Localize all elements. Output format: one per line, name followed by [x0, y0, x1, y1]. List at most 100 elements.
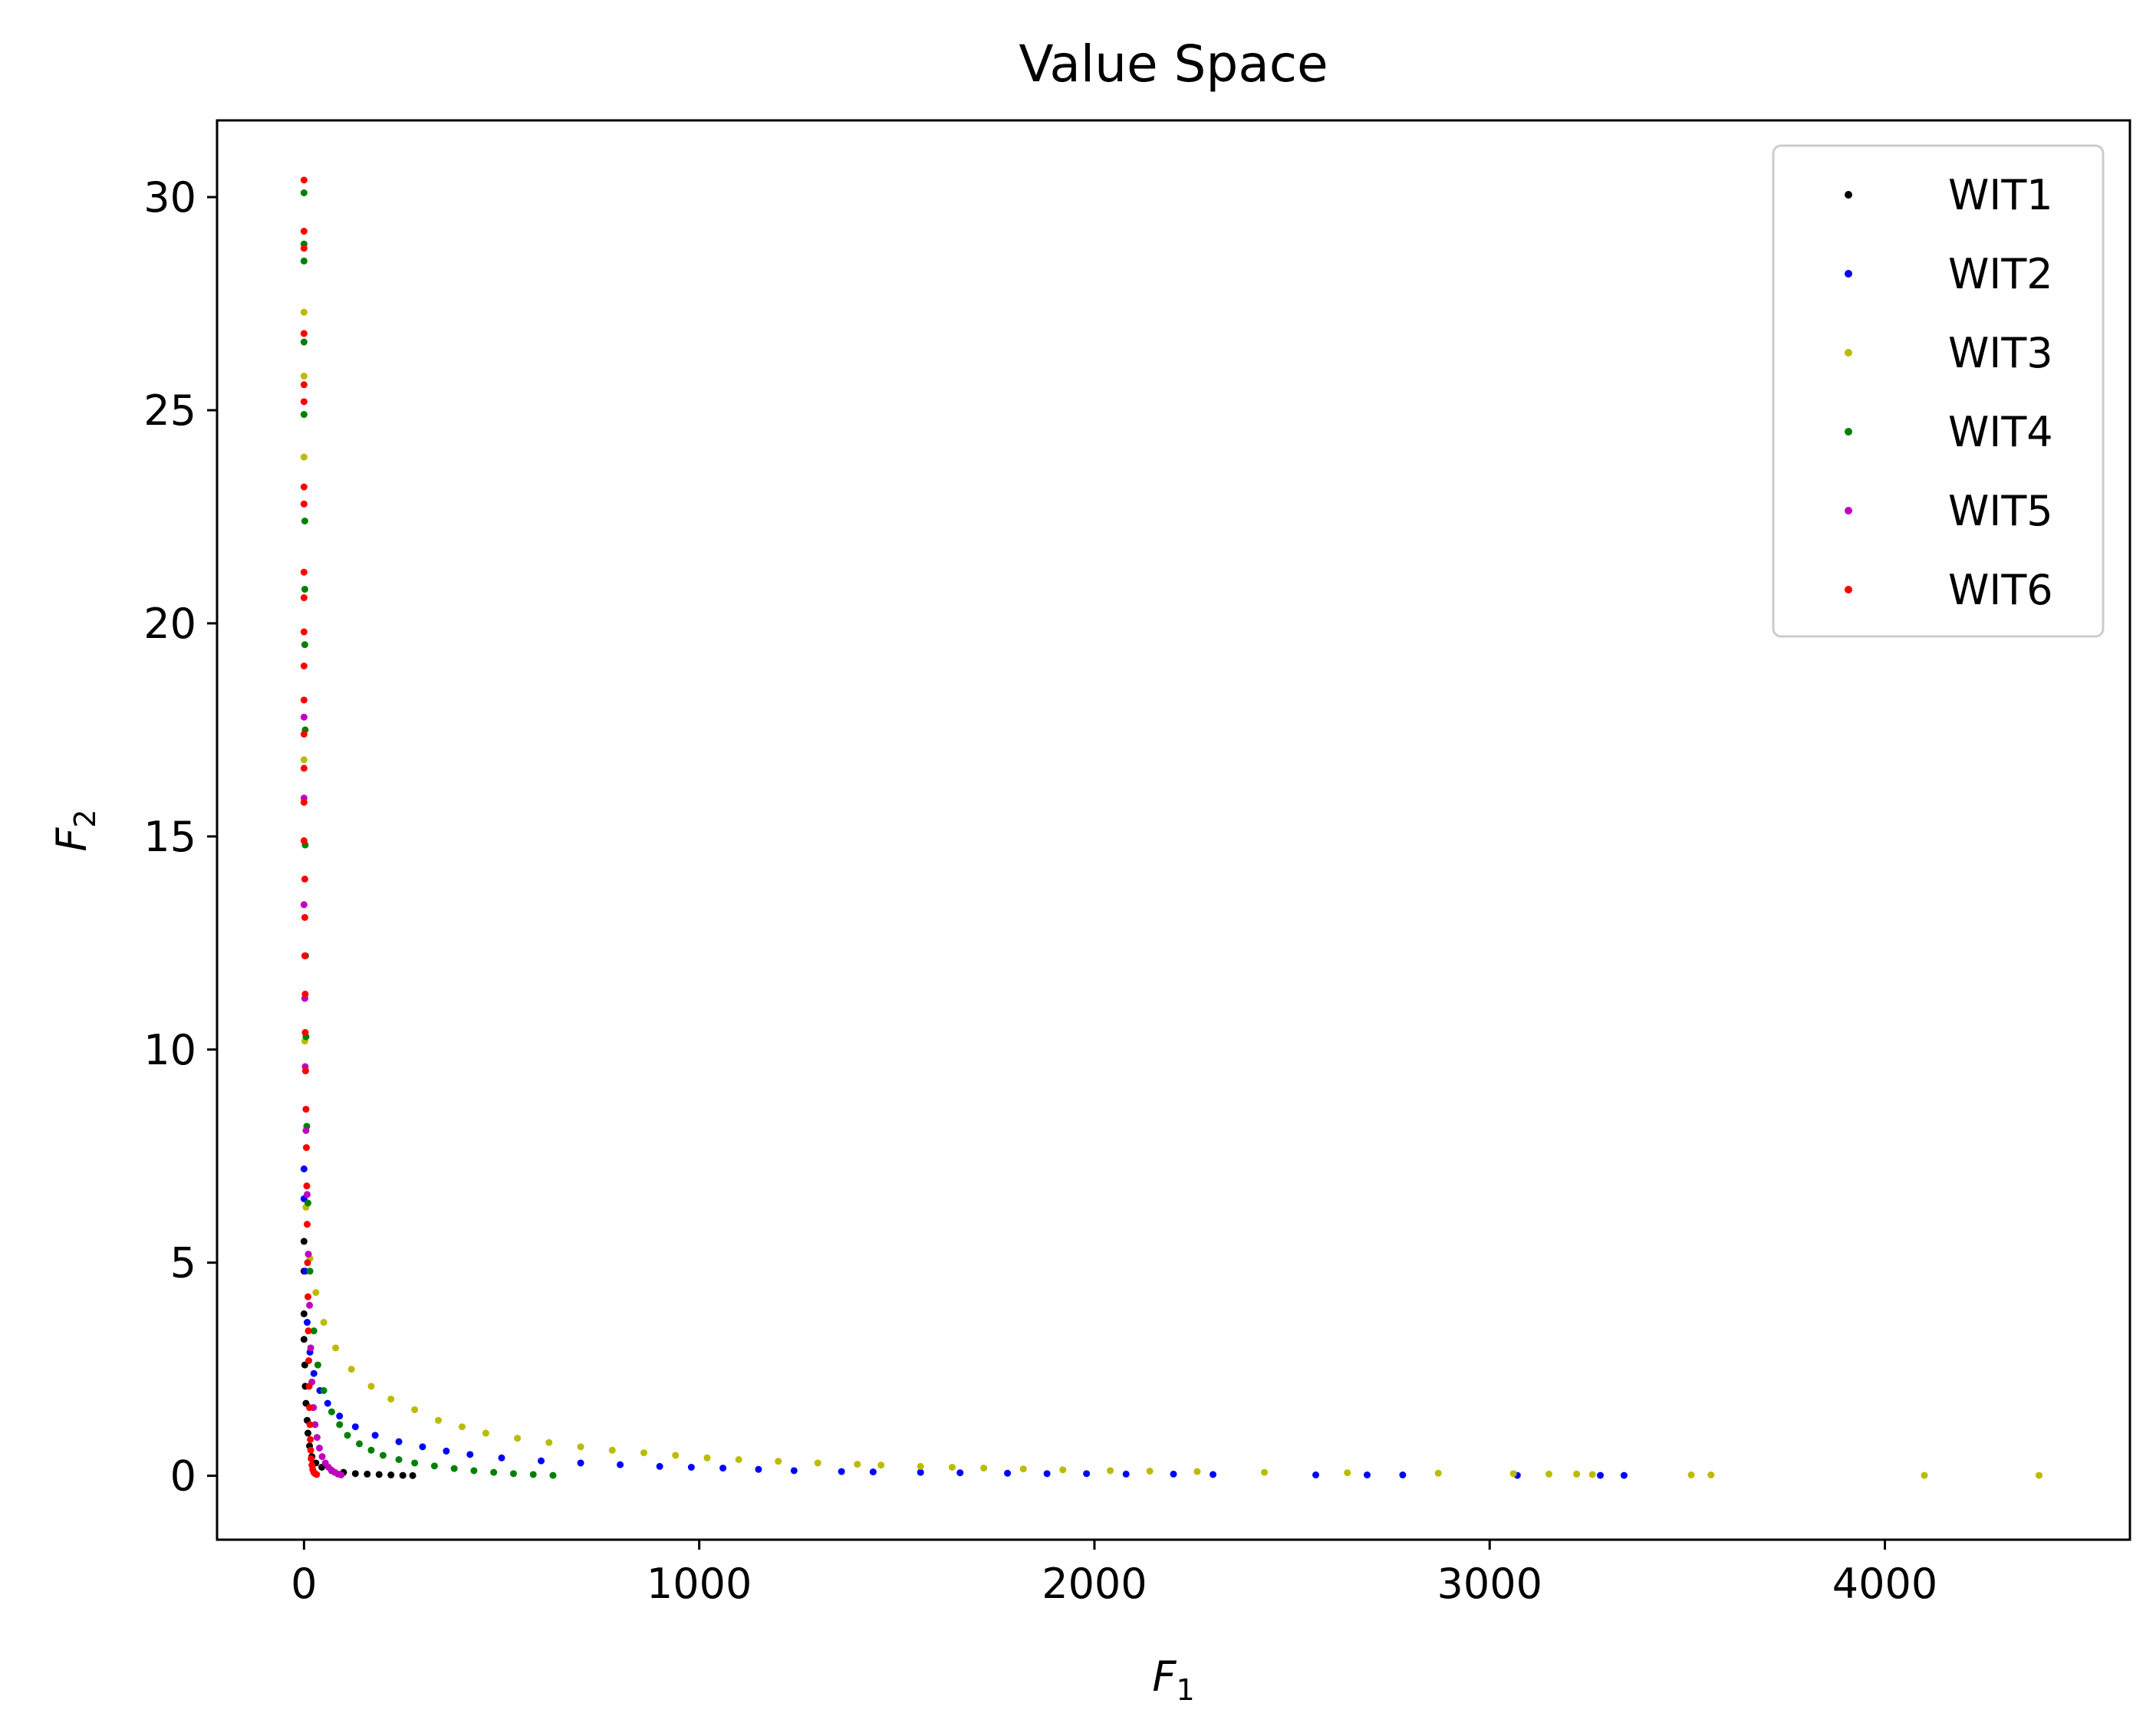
- data-point: [419, 1443, 426, 1451]
- data-point: [1059, 1466, 1067, 1474]
- data-point: [395, 1438, 403, 1445]
- x-tick-label: 4000: [1832, 1560, 1937, 1608]
- data-point: [948, 1464, 956, 1471]
- data-point: [337, 1471, 345, 1479]
- data-point: [1146, 1468, 1154, 1475]
- data-point: [300, 373, 308, 380]
- legend-marker-wit3: [1845, 349, 1852, 357]
- data-point: [307, 1344, 314, 1352]
- data-point: [529, 1471, 537, 1478]
- data-point: [577, 1459, 584, 1467]
- data-point: [1597, 1471, 1605, 1479]
- data-point: [367, 1383, 375, 1390]
- data-point: [300, 901, 308, 909]
- data-point: [304, 1251, 312, 1258]
- data-point: [300, 411, 308, 419]
- data-point: [300, 338, 308, 346]
- data-point: [482, 1429, 489, 1437]
- data-point: [300, 189, 308, 196]
- data-point: [301, 518, 308, 525]
- data-point: [1399, 1471, 1407, 1479]
- data-point: [854, 1461, 861, 1468]
- data-point: [1434, 1469, 1442, 1477]
- data-point: [1545, 1470, 1553, 1478]
- data-point: [344, 1432, 351, 1439]
- data-point: [617, 1461, 624, 1468]
- legend-marker-wit4: [1845, 428, 1852, 436]
- data-point: [301, 1267, 309, 1275]
- data-point: [306, 1301, 314, 1309]
- data-point: [687, 1464, 695, 1471]
- chart-title: Value Space: [1019, 35, 1328, 94]
- data-point: [303, 1319, 311, 1327]
- data-point: [310, 1327, 318, 1335]
- data-point: [300, 245, 308, 252]
- data-point: [1687, 1471, 1695, 1479]
- data-point: [1083, 1470, 1091, 1478]
- y-tick-label: 5: [170, 1239, 196, 1287]
- data-point: [1588, 1471, 1596, 1478]
- data-point: [300, 483, 308, 491]
- data-point: [1921, 1471, 1928, 1479]
- data-point: [514, 1435, 522, 1442]
- y-axis-label-subscript: 2: [68, 809, 102, 827]
- data-point: [303, 1182, 311, 1190]
- data-point: [917, 1468, 924, 1476]
- data-point: [314, 1361, 321, 1369]
- data-point: [300, 1336, 308, 1343]
- x-axis-label: F1: [1152, 1652, 1194, 1707]
- data-point: [470, 1467, 478, 1475]
- legend-marker-wit1: [1845, 191, 1852, 199]
- data-point: [300, 730, 308, 738]
- data-point: [324, 1399, 331, 1407]
- data-point: [300, 662, 308, 669]
- data-point: [430, 1462, 438, 1470]
- y-tick-label: 15: [143, 813, 196, 861]
- data-point: [300, 500, 308, 508]
- x-tick-label: 1000: [647, 1560, 752, 1608]
- data-point: [302, 1106, 310, 1113]
- data-point: [399, 1471, 407, 1479]
- data-point: [956, 1469, 964, 1477]
- data-point: [300, 713, 308, 721]
- data-point: [775, 1458, 782, 1465]
- data-point: [1312, 1471, 1320, 1479]
- data-point: [917, 1462, 924, 1470]
- data-point: [310, 1369, 318, 1377]
- data-point: [300, 756, 308, 764]
- data-point: [303, 1191, 311, 1198]
- x-tick-label: 0: [291, 1560, 317, 1608]
- data-point: [304, 1293, 312, 1300]
- data-point: [755, 1465, 762, 1473]
- data-point: [466, 1451, 474, 1458]
- data-point: [435, 1416, 443, 1424]
- data-point: [672, 1452, 680, 1459]
- data-point: [300, 308, 308, 316]
- data-point: [980, 1465, 988, 1472]
- data-point: [814, 1459, 821, 1467]
- data-point: [303, 1221, 311, 1228]
- data-point: [311, 1421, 319, 1429]
- data-point: [336, 1412, 344, 1420]
- y-axis-ticks: 0 5 10 15 20 25 30: [143, 173, 217, 1501]
- data-point: [320, 1319, 328, 1327]
- data-point: [443, 1447, 450, 1455]
- data-point: [869, 1468, 877, 1476]
- legend-label-wit5: WIT5: [1948, 487, 2053, 535]
- legend-label-wit6: WIT6: [1948, 566, 2053, 614]
- data-point: [328, 1408, 335, 1415]
- data-point: [387, 1471, 395, 1479]
- data-point: [306, 1421, 314, 1429]
- data-point: [387, 1396, 395, 1403]
- data-point: [411, 1406, 419, 1413]
- data-point: [307, 1435, 314, 1443]
- data-point: [703, 1454, 711, 1461]
- data-point: [312, 1289, 320, 1297]
- data-point: [300, 330, 308, 337]
- data-point: [301, 991, 309, 998]
- data-point: [367, 1446, 375, 1454]
- data-point: [640, 1449, 648, 1457]
- data-point: [336, 1421, 344, 1429]
- legend-label-wit3: WIT3: [1948, 329, 2053, 377]
- data-point: [300, 764, 308, 772]
